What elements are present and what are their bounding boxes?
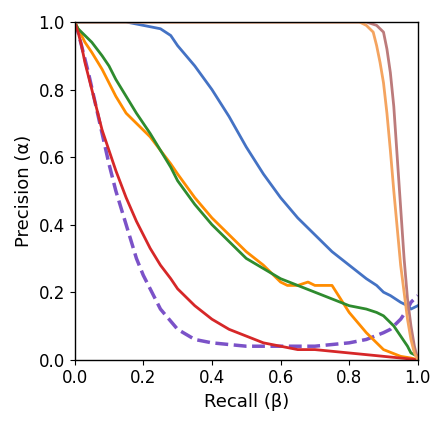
X-axis label: Recall (β): Recall (β) [204,393,289,411]
Y-axis label: Precision (α): Precision (α) [15,135,33,247]
